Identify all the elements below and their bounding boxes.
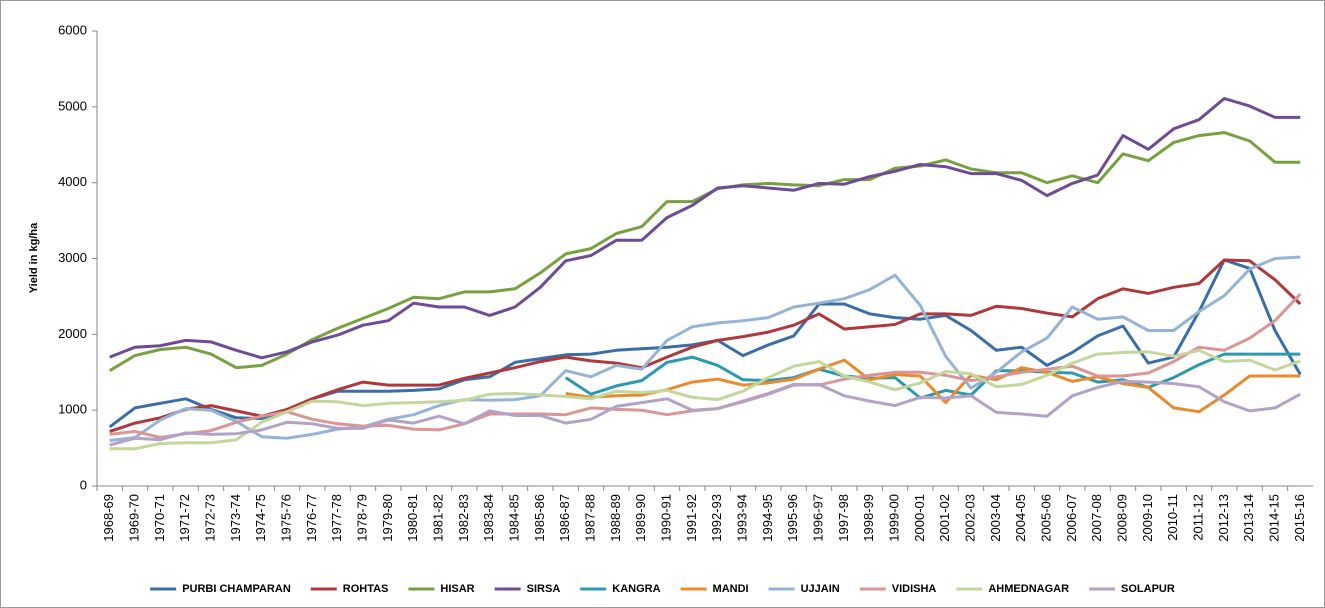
- x-tick-label: 1993-94: [734, 494, 749, 542]
- y-tick-label: 0: [80, 477, 87, 492]
- x-tick-label: 1985-86: [532, 494, 547, 542]
- y-axis-title: Yield in kg/ha: [28, 222, 40, 293]
- x-tick-label: 1987-88: [582, 494, 597, 542]
- x-tick-label: 2014-15: [1266, 494, 1281, 542]
- x-tick-label: 2008-09: [1114, 494, 1129, 542]
- x-tick-label: 1974-75: [253, 494, 268, 542]
- x-tick-label: 1983-84: [481, 494, 496, 542]
- x-tick-label: 1995-96: [785, 494, 800, 542]
- x-tick-label: 1994-95: [760, 494, 775, 542]
- legend-label: UJJAIN: [801, 583, 840, 595]
- x-tick-label: 1981-82: [430, 494, 445, 542]
- x-tick-label: 1972-73: [202, 494, 217, 542]
- x-tick-label: 2004-05: [1013, 494, 1028, 542]
- y-tick-label: 3000: [58, 250, 87, 265]
- y-tick-label: 2000: [58, 326, 87, 341]
- x-tick-label: 2012-13: [1216, 494, 1231, 542]
- x-tick-label: 1986-87: [557, 494, 572, 542]
- series-line: [109, 379, 1302, 447]
- x-tick-label: 1976-77: [304, 494, 319, 542]
- x-tick-label: 1980-81: [405, 494, 420, 542]
- y-tick-label: 5000: [58, 98, 87, 113]
- series-line: [565, 358, 1301, 414]
- x-tick-label: 1982-83: [456, 494, 471, 542]
- x-tick-label: 1984-85: [506, 494, 521, 542]
- x-tick-label: 2011-12: [1190, 494, 1205, 541]
- x-tick-label: 1988-89: [608, 494, 623, 542]
- x-tick-label: 1999-00: [886, 494, 901, 542]
- x-tick-label: 1975-76: [278, 494, 293, 542]
- x-tick-label: 1968-69: [101, 494, 116, 542]
- x-tick-label: 2001-02: [937, 494, 952, 542]
- x-tick-label: 2009-10: [1140, 494, 1155, 542]
- x-tick-label: 1991-92: [684, 494, 699, 542]
- x-tick-label: 1990-91: [658, 494, 673, 542]
- x-tick-label: 1996-97: [810, 494, 825, 542]
- x-tick-label: 1992-93: [709, 494, 724, 542]
- x-tick-label: 2006-07: [1064, 494, 1079, 542]
- y-tick-label: 4000: [58, 174, 87, 189]
- x-tick-label: 1997-98: [836, 494, 851, 542]
- x-tick-label: 1970-71: [152, 494, 167, 542]
- x-tick-label: 1989-90: [633, 494, 648, 542]
- series-line: [564, 352, 1301, 400]
- x-tick-label: 1969-70: [126, 494, 141, 542]
- series-line: [109, 258, 1302, 433]
- x-tick-label: 2000-01: [912, 494, 927, 542]
- legend-label: PURBI CHAMPARAN: [182, 583, 291, 595]
- legend-label: HISAR: [440, 583, 474, 595]
- x-tick-label: 1978-79: [354, 494, 369, 542]
- legend-label: VIDISHA: [892, 583, 937, 595]
- x-tick-label: 2002-03: [962, 494, 977, 542]
- x-tick-label: 1977-78: [329, 494, 344, 542]
- x-tick-label: 2013-14: [1241, 494, 1256, 542]
- x-tick-label: 2007-08: [1089, 494, 1104, 542]
- y-tick-label: 6000: [58, 22, 87, 37]
- legend-label: MANDI: [713, 583, 749, 595]
- x-tick-label: 2003-04: [988, 494, 1003, 542]
- series-line: [109, 255, 1301, 442]
- x-tick-label: 1979-80: [380, 494, 395, 542]
- x-tick-label: 2010-11: [1165, 494, 1180, 541]
- x-tick-label: 2005-06: [1038, 494, 1053, 542]
- x-tick-label: 1971-72: [177, 494, 192, 542]
- series-line: [109, 348, 1301, 451]
- legend-label: SIRSA: [527, 583, 561, 595]
- legend-label: AHMEDNAGAR: [988, 583, 1069, 595]
- series-line: [109, 97, 1301, 360]
- x-tick-label: 1998-99: [861, 494, 876, 542]
- legend-label: SOLAPUR: [1121, 583, 1175, 595]
- y-tick-label: 1000: [58, 402, 87, 417]
- legend-label: ROHTAS: [343, 583, 389, 595]
- x-tick-label: 2015-16: [1292, 494, 1307, 542]
- legend-label: KANGRA: [612, 583, 660, 595]
- x-tick-label: 1973-74: [228, 494, 243, 542]
